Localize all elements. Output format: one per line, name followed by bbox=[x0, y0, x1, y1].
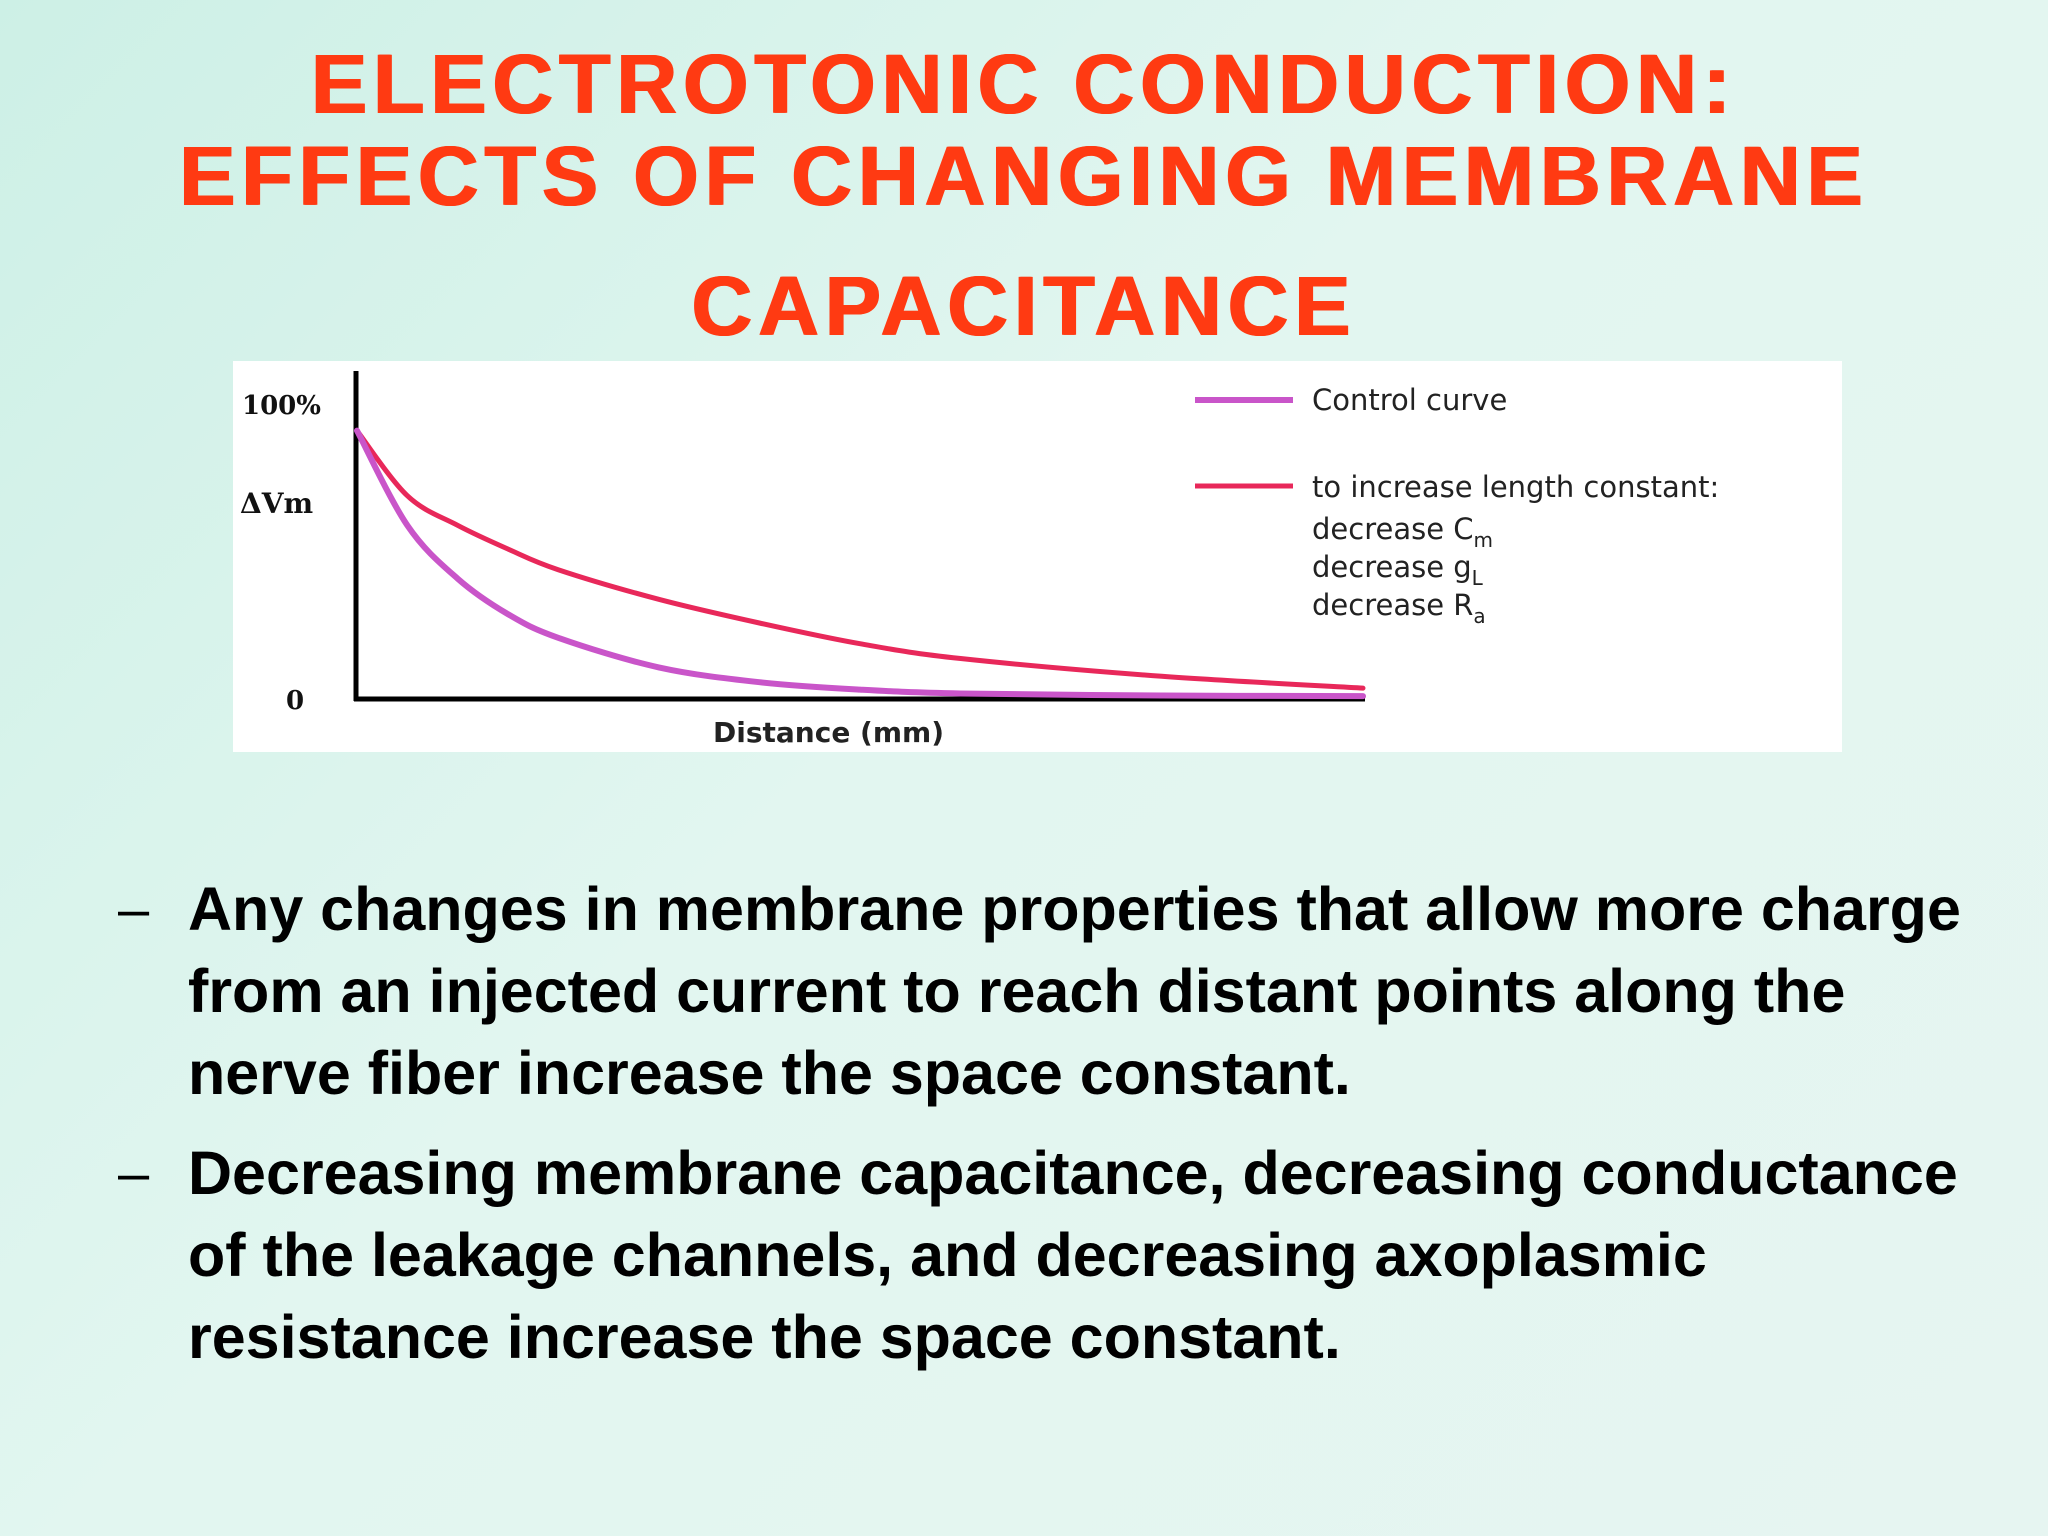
legend: Control curve to increase length constan… bbox=[1195, 383, 1719, 628]
y-axis-label: ΔVm bbox=[240, 487, 313, 520]
bullet-list: – Any changes in membrane properties tha… bbox=[118, 868, 1998, 1396]
series-layer bbox=[354, 427, 1366, 700]
series-line-control bbox=[354, 427, 1366, 700]
bullet-dash: – bbox=[118, 1141, 150, 1204]
legend-sub-cm: decrease Cm bbox=[1312, 512, 1493, 552]
bullet-text-2: Decreasing membrane capacitance, decreas… bbox=[188, 1139, 1958, 1371]
legend-label-control: Control curve bbox=[1312, 383, 1507, 417]
y-tick-label-zero: 0 bbox=[286, 686, 304, 716]
bullet-dash: – bbox=[118, 877, 150, 940]
chart-figure: 100% ΔVm 0 Distance (mm) Control curve t… bbox=[233, 361, 1842, 752]
slide-title-line-1: ELECTROTONIC CONDUCTION: bbox=[311, 37, 1737, 131]
x-axis-label: Distance (mm) bbox=[713, 716, 944, 749]
bullet-item-2: – Decreasing membrane capacitance, decre… bbox=[118, 1132, 1998, 1378]
bullet-item-1: – Any changes in membrane properties tha… bbox=[118, 868, 1998, 1114]
slide-title-line-2: EFFECTS OF CHANGING MEMBRANE bbox=[179, 129, 1869, 223]
legend-label-increase: to increase length constant: bbox=[1312, 470, 1719, 504]
series-line-increase bbox=[354, 428, 1366, 691]
legend-sub-gl: decrease gL bbox=[1312, 550, 1484, 590]
legend-sub-ra: decrease Ra bbox=[1312, 588, 1486, 628]
y-tick-label-max: 100% bbox=[242, 391, 321, 421]
chart-svg: 100% ΔVm 0 Distance (mm) Control curve t… bbox=[240, 371, 1719, 749]
bullet-text-1: Any changes in membrane properties that … bbox=[188, 875, 1961, 1107]
slide-title-line-3: CAPACITANCE bbox=[691, 259, 1357, 353]
